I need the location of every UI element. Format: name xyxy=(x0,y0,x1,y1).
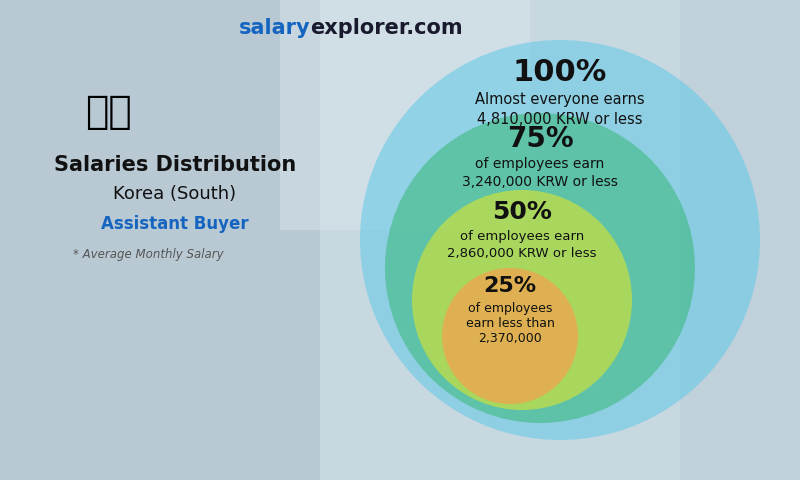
Text: earn less than: earn less than xyxy=(466,317,554,330)
Text: 25%: 25% xyxy=(483,276,537,296)
Text: 75%: 75% xyxy=(506,125,574,153)
Text: of employees earn: of employees earn xyxy=(475,157,605,171)
Text: 3,240,000 KRW or less: 3,240,000 KRW or less xyxy=(462,175,618,189)
Circle shape xyxy=(360,40,760,440)
Text: Assistant Buyer: Assistant Buyer xyxy=(101,215,249,233)
Text: Korea (South): Korea (South) xyxy=(114,185,237,203)
Text: Salaries Distribution: Salaries Distribution xyxy=(54,155,296,175)
Text: 4,810,000 KRW or less: 4,810,000 KRW or less xyxy=(478,112,642,127)
Text: 🇰🇷: 🇰🇷 xyxy=(85,93,131,131)
Circle shape xyxy=(412,190,632,410)
Circle shape xyxy=(442,268,578,404)
Bar xyxy=(680,0,800,480)
Text: Almost everyone earns: Almost everyone earns xyxy=(475,92,645,107)
Text: 100%: 100% xyxy=(513,58,607,87)
Text: 50%: 50% xyxy=(492,200,552,224)
Bar xyxy=(280,0,530,230)
Bar xyxy=(0,0,320,480)
Text: * Average Monthly Salary: * Average Monthly Salary xyxy=(73,248,223,261)
Text: 2,370,000: 2,370,000 xyxy=(478,332,542,345)
Text: salary: salary xyxy=(238,18,310,38)
Text: of employees: of employees xyxy=(468,302,552,315)
Text: of employees earn: of employees earn xyxy=(460,230,584,243)
Text: 2,860,000 KRW or less: 2,860,000 KRW or less xyxy=(447,247,597,260)
Text: explorer.com: explorer.com xyxy=(310,18,462,38)
Circle shape xyxy=(385,113,695,423)
